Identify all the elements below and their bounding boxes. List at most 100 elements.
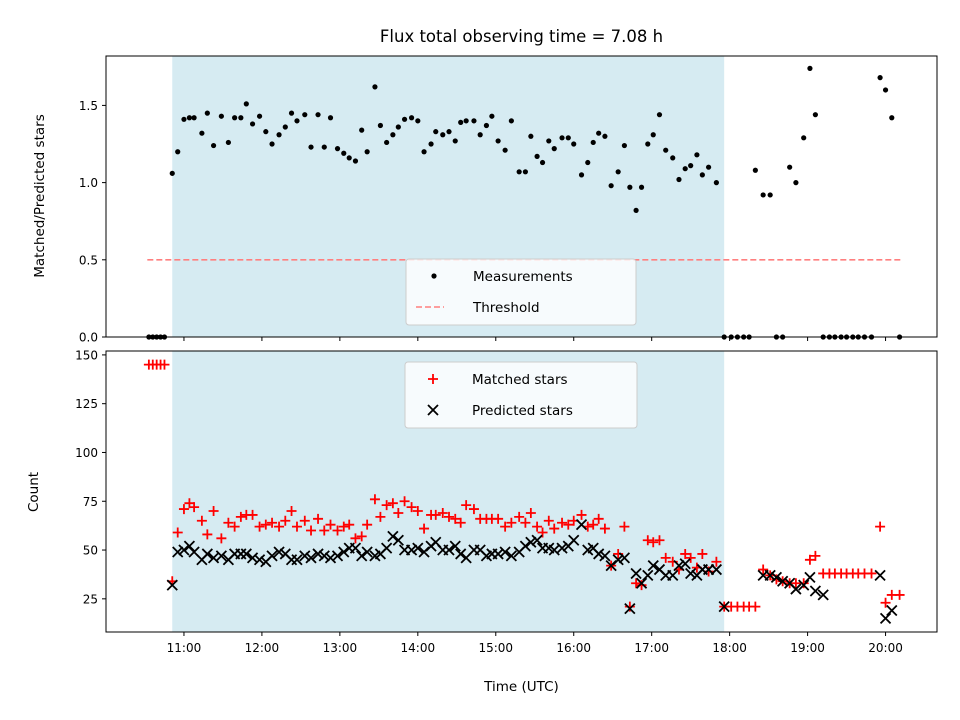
x-tick-label: 17:00: [634, 641, 669, 655]
data-point: [705, 164, 712, 170]
data-point: [520, 517, 531, 528]
data-point: [276, 132, 282, 138]
data-point: [208, 506, 219, 517]
data-point: [877, 75, 883, 81]
counts-panel: 11:00 12:00 13:00 14:00 15:00 16:00 17:00 18:00…: [75, 348, 938, 655]
data-point: [711, 556, 722, 567]
data-point: [546, 138, 552, 144]
data-point: [685, 567, 697, 580]
data-point: [568, 534, 580, 546]
data-point: [505, 550, 518, 562]
data-point: [375, 511, 386, 522]
data-point: [656, 112, 663, 118]
data-point: [260, 519, 271, 530]
data-point: [575, 519, 588, 531]
data-point: [882, 87, 889, 93]
data-point: [694, 152, 700, 158]
y-tick-label: 125: [75, 397, 98, 411]
data-point: [667, 569, 679, 582]
data-point: [630, 567, 642, 580]
data-point: [764, 569, 776, 582]
data-point: [312, 548, 324, 560]
y-tick-label: 1.0: [79, 176, 98, 190]
data-point: [809, 585, 822, 597]
data-point: [585, 159, 591, 166]
data-point: [525, 536, 537, 548]
data-point: [516, 169, 522, 175]
data-point: [305, 552, 317, 564]
data-point: [395, 124, 401, 130]
data-point: [321, 144, 327, 150]
data-point: [315, 112, 321, 118]
data-point: [415, 118, 421, 124]
data-point: [218, 113, 224, 119]
data-point: [889, 115, 895, 121]
data-point: [189, 502, 200, 513]
data-point: [356, 550, 368, 562]
data-point: [588, 519, 599, 530]
data-point: [243, 101, 249, 107]
data-point: [793, 180, 799, 186]
data-point: [282, 124, 288, 130]
data-point: [306, 525, 317, 536]
data-point: [412, 542, 424, 554]
data-point: [178, 544, 190, 556]
data-point: [346, 155, 352, 161]
data-point: [331, 550, 344, 562]
x-tick-label: 18:00: [712, 641, 747, 655]
data-point: [294, 118, 300, 124]
data-point: [618, 552, 631, 564]
x-tick-label: 13:00: [323, 641, 358, 655]
axes-frame: [105, 55, 938, 338]
data-point: [381, 500, 392, 511]
data-point: [401, 116, 408, 122]
data-point: [332, 525, 343, 536]
data-point: [229, 521, 240, 532]
data-point: [807, 65, 813, 71]
data-point: [302, 112, 308, 118]
data-point: [169, 170, 175, 176]
data-point: [352, 158, 359, 164]
data-point: [557, 517, 568, 528]
data-point: [175, 149, 181, 155]
data-point: [232, 115, 238, 121]
data-point: [253, 554, 266, 566]
data-point: [449, 540, 461, 552]
data-point: [621, 142, 628, 149]
data-point: [543, 515, 554, 526]
data-point: [866, 568, 877, 579]
data-point: [364, 149, 370, 155]
y-tick-label: 150: [75, 348, 98, 362]
data-point: [760, 192, 766, 198]
data-point: [381, 542, 393, 554]
data-point: [571, 141, 577, 147]
data-point: [713, 180, 719, 186]
data-point: [344, 519, 355, 530]
data-point: [172, 527, 183, 538]
data-point: [534, 153, 540, 159]
data-point: [172, 546, 184, 558]
data-point: [894, 589, 905, 600]
data-point: [338, 546, 350, 558]
series-matched-stars: [143, 359, 905, 612]
data-point: [338, 521, 349, 532]
data-point: [202, 529, 213, 540]
data-point: [408, 115, 415, 121]
data-point: [299, 550, 311, 562]
data-point: [710, 563, 723, 576]
data-point: [493, 513, 504, 524]
data-point: [349, 542, 362, 554]
series-predicted-stars: [166, 519, 898, 624]
data-point: [387, 498, 398, 509]
data-point: [812, 112, 818, 118]
data-point: [350, 533, 361, 544]
data-point: [556, 542, 568, 554]
data-point: [240, 548, 252, 560]
data-point: [688, 163, 694, 169]
legend-bottom: Matched stars Predicted stars: [404, 361, 638, 429]
legend-label: Matched stars: [472, 372, 568, 388]
data-point: [405, 544, 418, 556]
data-point: [880, 597, 891, 608]
axes-frame: [105, 350, 938, 633]
data-point: [615, 169, 621, 175]
